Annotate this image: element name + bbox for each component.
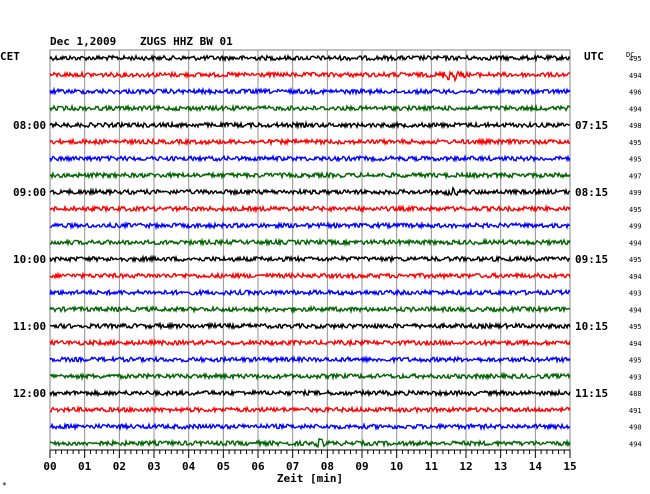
trace-8: [49, 186, 571, 197]
utc-hour-label: 10:15: [575, 320, 608, 333]
cet-hour-label: 12:00: [13, 387, 46, 400]
x-tick-label: 13: [494, 460, 507, 473]
trace-23: [49, 437, 571, 449]
dc-value: 495: [629, 55, 642, 63]
cet-hour-labels: 08:00 09:00 10:00 11:00 12:00: [13, 119, 46, 400]
x-axis-title: Zeit [min]: [277, 472, 343, 485]
utc-hour-label: 11:15: [575, 387, 608, 400]
cet-hour-label: 08:00: [13, 119, 46, 132]
trace-3: [49, 103, 571, 113]
dc-value: 494: [629, 239, 642, 247]
dc-value: 495: [629, 206, 642, 214]
trace-10: [50, 220, 571, 231]
trace-14: [49, 287, 571, 298]
trace-4: [49, 120, 571, 130]
trace-1: [49, 70, 570, 83]
cet-label: CET: [0, 50, 20, 63]
trace-16: [49, 321, 571, 331]
dc-value: 496: [629, 89, 642, 97]
dc-value: 493: [629, 290, 642, 298]
station-label: ZUGS HHZ BW 01: [140, 35, 233, 48]
trace-2: [49, 86, 571, 97]
date-label: Dec 1,2009: [50, 35, 116, 48]
trace-0: [49, 53, 571, 63]
minute-gridlines: [84, 50, 536, 450]
dc-value: 493: [629, 373, 642, 381]
plot-frame: [49, 49, 571, 451]
x-tick-label: 06: [251, 460, 265, 473]
dc-value: 499: [629, 189, 642, 197]
dc-value: 499: [629, 223, 642, 231]
dc-value: 494: [629, 340, 642, 348]
x-tick-label: 10: [390, 460, 403, 473]
x-tick-label: 09: [355, 460, 368, 473]
x-tick-label: 11: [425, 460, 439, 473]
trace-22: [49, 421, 571, 432]
dc-value: 495: [629, 357, 642, 365]
dc-value: 494: [629, 105, 642, 113]
trace-13: [49, 271, 571, 281]
x-tick-label: 04: [182, 460, 196, 473]
dc-value: 488: [629, 390, 642, 398]
utc-hour-label: 07:15: [575, 119, 608, 132]
dc-value: 494: [629, 440, 642, 448]
trace-19: [49, 371, 571, 382]
trace-9: [49, 204, 571, 214]
cet-hour-label: 10:00: [13, 253, 46, 266]
dc-value: 494: [629, 273, 642, 281]
trace-12: [49, 254, 571, 264]
dc-value: 494: [629, 72, 642, 80]
x-tick-label: 01: [78, 460, 92, 473]
footer-mark: *: [2, 481, 7, 490]
trace-6: [49, 154, 571, 163]
dc-value: 497: [629, 172, 642, 180]
dc-value: 495: [629, 139, 642, 147]
cet-hour-label: 09:00: [13, 186, 46, 199]
x-tick-label: 07: [286, 460, 299, 473]
trace-18: [49, 354, 571, 365]
dc-value: 494: [629, 306, 642, 314]
dc-value: 491: [629, 407, 642, 415]
x-tick-label: 05: [217, 460, 230, 473]
dc-value: 495: [629, 323, 642, 331]
x-tick-label: 08: [321, 460, 334, 473]
trace-21: [49, 404, 571, 415]
x-tick-label: 02: [113, 460, 126, 473]
trace-15: [49, 304, 571, 315]
utc-label: UTC: [584, 50, 604, 63]
trace-11: [49, 237, 571, 248]
x-tick-label: 12: [459, 460, 472, 473]
cet-hour-label: 11:00: [13, 320, 46, 333]
trace-7: [49, 170, 571, 181]
utc-hour-labels: 07:15 08:15 09:15 10:15 11:15: [575, 119, 608, 400]
x-tick-label: 00: [43, 460, 56, 473]
dc-value: 490: [629, 424, 642, 432]
trace-5: [49, 137, 571, 147]
dc-value-labels: 495 494 496 494 498 495 495 497 499 495 499 494 495 4…: [629, 55, 642, 448]
trace-20: [49, 388, 571, 398]
dc-value: 495: [629, 256, 642, 264]
trace-17: [49, 338, 571, 348]
x-axis: 00 01 02 03 04 05 06 07 08 09 10 11 12 13 14 15: [43, 449, 577, 473]
dc-label: DC: [626, 51, 634, 59]
dc-value: 498: [629, 122, 642, 130]
dc-value: 495: [629, 156, 642, 164]
traces: [49, 53, 571, 449]
utc-hour-label: 09:15: [575, 253, 608, 266]
x-tick-label: 15: [563, 460, 576, 473]
x-tick-label: 14: [529, 460, 543, 473]
x-tick-label: 03: [147, 460, 160, 473]
utc-hour-label: 08:15: [575, 186, 608, 199]
